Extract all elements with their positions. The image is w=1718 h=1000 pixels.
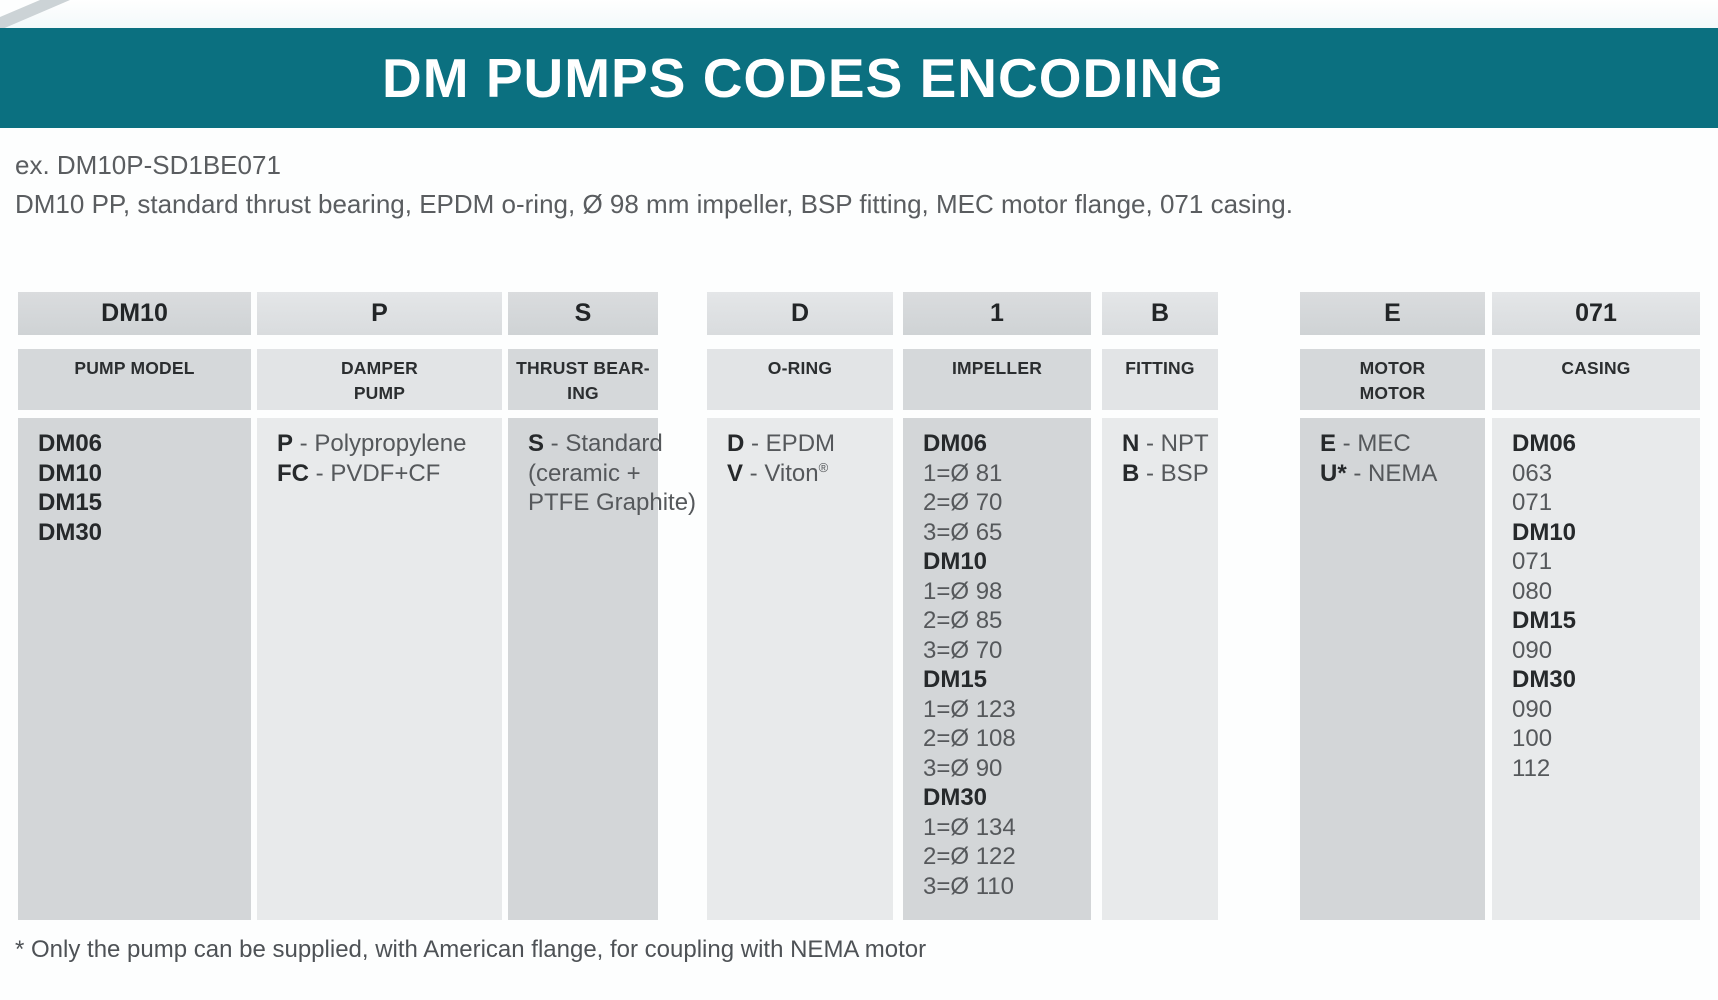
column-code: B [1102, 292, 1218, 335]
column-body: S - Standard (ceramic + PTFE Graphite) [508, 418, 697, 920]
body-line: DM06 [1512, 430, 1577, 457]
body-line: B - BSP [1122, 459, 1209, 487]
column-label-line: THRUST BEAR- [516, 358, 650, 378]
body-line: 090 [1512, 636, 1553, 664]
body-line: E - MEC [1320, 430, 1411, 457]
body-line: N - NPT [1122, 430, 1209, 457]
body-line: 112 [1512, 754, 1551, 782]
body-line: DM10 [38, 459, 103, 487]
column-label-line: DAMPER [340, 358, 419, 378]
body-line: PTFE Graphite) [528, 489, 697, 516]
title-bar: DM PUMPS CODES ENCODING [0, 28, 1718, 128]
body-line: D - EPDM [727, 430, 836, 457]
column-code: S [508, 292, 658, 335]
body-line: (ceramic + [528, 459, 641, 487]
body-line: 063 [1512, 459, 1553, 487]
body-line: V - Viton® [727, 459, 829, 487]
column-code: D [707, 292, 893, 335]
body-line: DM15 [38, 489, 103, 516]
body-line: DM30 [1512, 666, 1577, 693]
body-line: S - Standard [528, 430, 663, 457]
body-line: 071 [1512, 548, 1553, 575]
column-body: P - Polypropylene FC - PVDF+CF [257, 418, 502, 920]
table-column-e: E MOTOR MOTOR E - MEC U* - NEMA [1300, 292, 1485, 920]
body-line: 1=Ø 123 [923, 695, 1016, 723]
example-block: ex. DM10P-SD1BE071 DM10 PP, standard thr… [15, 146, 1293, 224]
page-title: DM PUMPS CODES ENCODING [382, 47, 1224, 109]
body-line: 3=Ø 90 [923, 754, 1003, 782]
codes-encoding-table: DM10 PUMP MODEL DM06 DM10 DM15 DM30 P DAMPER PUM… [18, 292, 1700, 920]
column-label: IMPELLER [903, 349, 1091, 410]
body-line: DM30 [38, 518, 103, 546]
body-line: DM15 [1512, 607, 1577, 634]
body-line: 071 [1512, 489, 1553, 516]
column-label: CASING [1492, 349, 1700, 410]
table-column-p: P DAMPER PUMP P - Polypropylene FC - PVDF+CF [257, 292, 502, 920]
body-line: 3=Ø 110 [923, 872, 1014, 900]
column-label: O-RING [707, 349, 893, 410]
column-body: N - NPT B - BSP [1102, 418, 1218, 920]
column-label-line: O-RING [767, 358, 833, 378]
body-line: DM06 [38, 430, 103, 457]
column-body: D - EPDM V - Viton® [707, 418, 893, 920]
column-code: 071 [1492, 292, 1700, 335]
body-line: DM15 [923, 666, 988, 693]
body-line: 3=Ø 70 [923, 636, 1003, 664]
column-label-line: CASING [1561, 358, 1631, 378]
column-label: FITTING [1102, 349, 1218, 410]
column-code: 1 [903, 292, 1091, 335]
top-strip [0, 0, 1718, 30]
table-column-b: B FITTING N - NPT B - BSP [1102, 292, 1218, 920]
body-line: FC - PVDF+CF [277, 459, 441, 487]
body-line: 2=Ø 70 [923, 489, 1003, 516]
column-code: DM10 [18, 292, 251, 335]
column-label-line: IMPELLER [951, 358, 1043, 378]
body-line: P - Polypropylene [277, 430, 467, 457]
column-code: P [257, 292, 502, 335]
column-body: E - MEC U* - NEMA [1300, 418, 1485, 920]
body-line: 090 [1512, 695, 1553, 723]
column-body: DM06 DM10 DM15 DM30 [18, 418, 251, 920]
page-corner-fold-highlight [0, 0, 40, 17]
column-label-line: ING [567, 383, 599, 403]
table-column-071: 071 CASING DM06 063 071 DM10 071 080 DM15 090 DM30… [1492, 292, 1700, 920]
column-body: DM06 1=Ø 81 2=Ø 70 3=Ø 65 DM10 1=Ø 98 2=Ø 85 3=… [903, 418, 1091, 920]
body-line: 3=Ø 65 [923, 518, 1003, 546]
column-label: MOTOR MOTOR [1300, 349, 1485, 410]
body-line: DM10 [923, 548, 988, 575]
body-line: 2=Ø 122 [923, 843, 1016, 870]
table-column-1: 1 IMPELLER DM06 1=Ø 81 2=Ø 70 3=Ø 65 DM10 1=Ø 9… [903, 292, 1091, 920]
body-line: 1=Ø 98 [923, 577, 1003, 605]
footnote: * Only the pump can be supplied, with Am… [15, 936, 927, 963]
column-label-line: FITTING [1125, 358, 1195, 378]
body-line: DM10 [1512, 518, 1577, 546]
column-label-line: MOTOR [1359, 383, 1426, 403]
body-line: 100 [1512, 725, 1553, 752]
body-line: 2=Ø 85 [923, 607, 1003, 634]
table-column-dm10: DM10 PUMP MODEL DM06 DM10 DM15 DM30 [18, 292, 251, 920]
example-description: DM10 PP, standard thrust bearing, EPDM o… [15, 189, 1293, 219]
column-label: PUMP MODEL [18, 349, 251, 410]
column-label: THRUST BEAR- ING [508, 349, 658, 410]
body-line: 1=Ø 134 [923, 813, 1016, 841]
column-label-line: MOTOR [1359, 358, 1426, 378]
body-line: DM30 [923, 784, 988, 811]
body-line: DM06 [923, 430, 988, 457]
column-label: DAMPER PUMP [257, 349, 502, 410]
body-line: 1=Ø 81 [923, 459, 1003, 487]
body-line: 2=Ø 108 [923, 725, 1016, 752]
column-body: DM06 063 071 DM10 071 080 DM15 090 DM30 090 100 112 [1492, 418, 1700, 920]
column-label-line: PUMP [353, 383, 406, 403]
table-column-d: D O-RING D - EPDM V - Viton® [707, 292, 893, 920]
body-line: 080 [1512, 577, 1553, 605]
table-column-s: S THRUST BEAR- ING S - Standard (ceramic + PT… [508, 292, 697, 920]
example-code: ex. DM10P-SD1BE071 [15, 150, 281, 180]
body-line: U* - NEMA [1320, 459, 1438, 487]
column-code: E [1300, 292, 1485, 335]
column-label-line: PUMP MODEL [74, 358, 195, 378]
